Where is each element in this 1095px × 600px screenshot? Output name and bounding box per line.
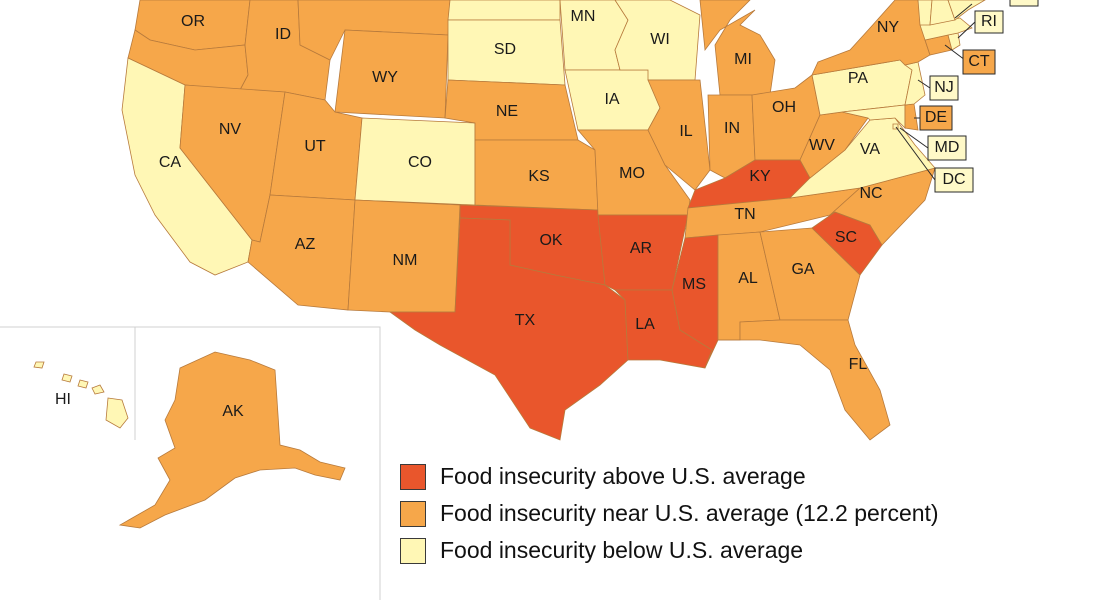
label-CA: CA bbox=[159, 154, 182, 171]
legend-label-below: Food insecurity below U.S. average bbox=[440, 537, 804, 563]
label-IL: IL bbox=[679, 123, 692, 140]
label-WI: WI bbox=[650, 31, 670, 48]
legend-item-near: Food insecurity near U.S. average (12.2 … bbox=[400, 495, 1080, 532]
label-NY: NY bbox=[877, 19, 900, 36]
callout-box-ri bbox=[974, 10, 1004, 34]
label-WV: WV bbox=[809, 137, 835, 154]
label-OH: OH bbox=[772, 99, 796, 116]
label-WY: WY bbox=[372, 69, 398, 86]
label-NJ: NJ bbox=[934, 79, 954, 96]
callout-box-top bbox=[1009, 0, 1039, 7]
label-NC: NC bbox=[859, 185, 882, 202]
state-HI bbox=[91, 384, 105, 395]
inset-frame bbox=[0, 326, 381, 600]
label-IN: IN bbox=[724, 120, 740, 137]
legend-swatch-below bbox=[400, 537, 426, 564]
label-TN: TN bbox=[734, 206, 755, 223]
callouts bbox=[895, 0, 1039, 193]
label-DE: DE bbox=[925, 109, 947, 126]
label-AL: AL bbox=[738, 270, 758, 287]
label-ID: ID bbox=[275, 26, 291, 43]
state-WI bbox=[614, 0, 701, 81]
label-AR: AR bbox=[630, 240, 652, 257]
state-IL bbox=[647, 79, 711, 191]
legend-item-below: Food insecurity below U.S. average bbox=[400, 532, 1080, 569]
label-VA: VA bbox=[860, 141, 880, 158]
callout-line-top bbox=[954, 3, 973, 19]
state-FL bbox=[718, 319, 891, 441]
label-KY: KY bbox=[749, 168, 771, 185]
label-TX: TX bbox=[515, 312, 536, 329]
label-KS: KS bbox=[528, 168, 549, 185]
callout-box-md bbox=[927, 135, 967, 161]
label-GA: GA bbox=[791, 261, 814, 278]
legend: Food insecurity above U.S. average Food … bbox=[400, 458, 1080, 569]
state-HI bbox=[77, 379, 89, 389]
callout-box-de bbox=[919, 105, 953, 131]
label-NM: NM bbox=[393, 252, 418, 269]
label-NV: NV bbox=[219, 121, 242, 138]
legend-item-above: Food insecurity above U.S. average bbox=[400, 458, 1080, 495]
state-ME bbox=[947, 0, 986, 21]
label-MD: MD bbox=[935, 139, 960, 156]
label-PA: PA bbox=[848, 70, 868, 87]
label-MO: MO bbox=[619, 165, 645, 182]
legend-label-above: Food insecurity above U.S. average bbox=[440, 463, 806, 489]
callout-box-dc bbox=[934, 167, 974, 193]
label-MI: MI bbox=[734, 51, 752, 68]
label-MS: MS bbox=[682, 276, 706, 293]
callout-line-ct bbox=[944, 44, 966, 61]
label-IA: IA bbox=[604, 91, 619, 108]
callout-box-nj bbox=[929, 75, 959, 101]
callout-line-nj bbox=[917, 79, 931, 89]
label-CO: CO bbox=[408, 154, 432, 171]
label-UT: UT bbox=[304, 138, 326, 155]
label-SC: SC bbox=[835, 229, 857, 246]
callout-box-ct bbox=[962, 49, 996, 75]
state-labels: OR ID WY NV UT CA CO AZ NM SD NE KS OK T… bbox=[55, 8, 997, 420]
label-OR: OR bbox=[181, 13, 205, 30]
label-FL: FL bbox=[849, 356, 868, 373]
label-MN: MN bbox=[571, 8, 596, 25]
state-TX bbox=[388, 217, 629, 441]
callout-line-ri bbox=[957, 21, 976, 39]
label-AZ: AZ bbox=[295, 236, 316, 253]
label-LA: LA bbox=[635, 316, 655, 333]
callout-line-md bbox=[899, 127, 929, 149]
label-NE: NE bbox=[496, 103, 518, 120]
label-OK: OK bbox=[539, 232, 562, 249]
label-HI: HI bbox=[55, 391, 71, 408]
label-AK: AK bbox=[222, 403, 244, 420]
legend-label-near: Food insecurity near U.S. average (12.2 … bbox=[440, 500, 939, 526]
legend-swatch-above bbox=[400, 463, 426, 490]
label-DC: DC bbox=[942, 171, 965, 188]
label-CT: CT bbox=[968, 53, 990, 70]
label-RI: RI bbox=[981, 13, 997, 30]
state-HI bbox=[61, 373, 73, 383]
state-HI bbox=[105, 397, 129, 429]
state-AK bbox=[118, 351, 346, 529]
state-HI bbox=[33, 361, 45, 369]
legend-swatch-near bbox=[400, 500, 426, 527]
state-ND bbox=[447, 0, 561, 21]
state-DE bbox=[904, 103, 919, 131]
state-MI bbox=[699, 0, 776, 96]
state-HI-islands bbox=[33, 361, 129, 429]
label-SD: SD bbox=[494, 41, 516, 58]
callout-line-dc bbox=[895, 126, 936, 181]
